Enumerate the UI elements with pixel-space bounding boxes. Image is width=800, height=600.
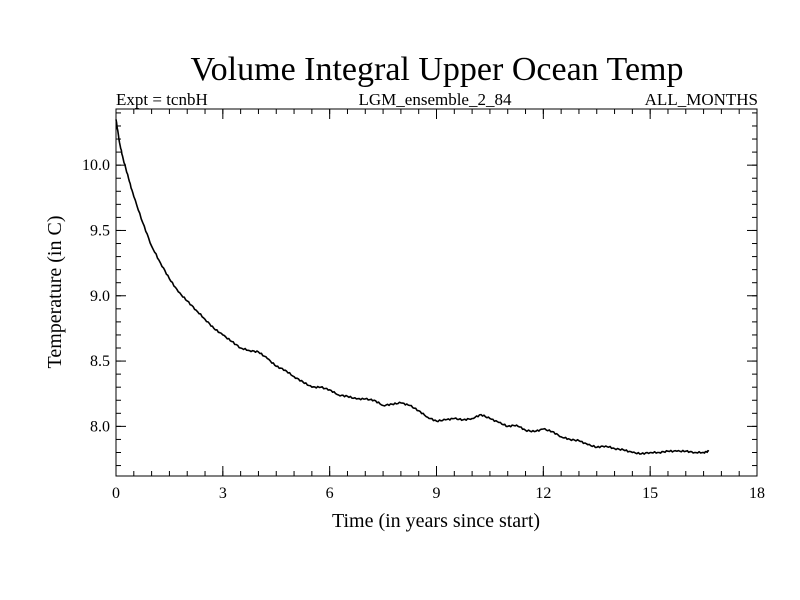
x-tick-label: 0: [112, 485, 120, 502]
x-tick-label: 12: [535, 485, 551, 502]
subtitle-right: ALL_MONTHS: [645, 90, 758, 109]
x-tick-label: 6: [326, 485, 334, 502]
y-tick-label: 9.0: [90, 288, 110, 305]
subtitle-center: LGM_ensemble_2_84: [359, 90, 512, 109]
y-tick-label: 8.0: [90, 418, 110, 435]
x-axis-label: Time (in years since start): [332, 510, 540, 532]
series-line-temperature: [115, 119, 710, 455]
chart-title: Volume Integral Upper Ocean Temp: [191, 51, 684, 88]
x-tick-label: 15: [642, 485, 658, 502]
x-tick-label: 9: [433, 485, 441, 502]
x-tick-label: 3: [219, 485, 227, 502]
x-tick-label: 18: [749, 485, 765, 502]
y-tick-label: 10.0: [82, 157, 110, 174]
subtitle-left: Expt = tcnbH: [116, 90, 208, 109]
axis-tick-labels: 0 3 6 9 12 15 18 8.0 8.5 9.0 9.5 10.0: [82, 157, 765, 502]
y-tick-label: 9.5: [90, 222, 110, 239]
plot-frame: [115, 108, 758, 477]
y-tick-label: 8.5: [90, 353, 110, 370]
y-axis-label: Temperature (in C): [44, 216, 66, 369]
axis-ticks: [115, 109, 758, 476]
